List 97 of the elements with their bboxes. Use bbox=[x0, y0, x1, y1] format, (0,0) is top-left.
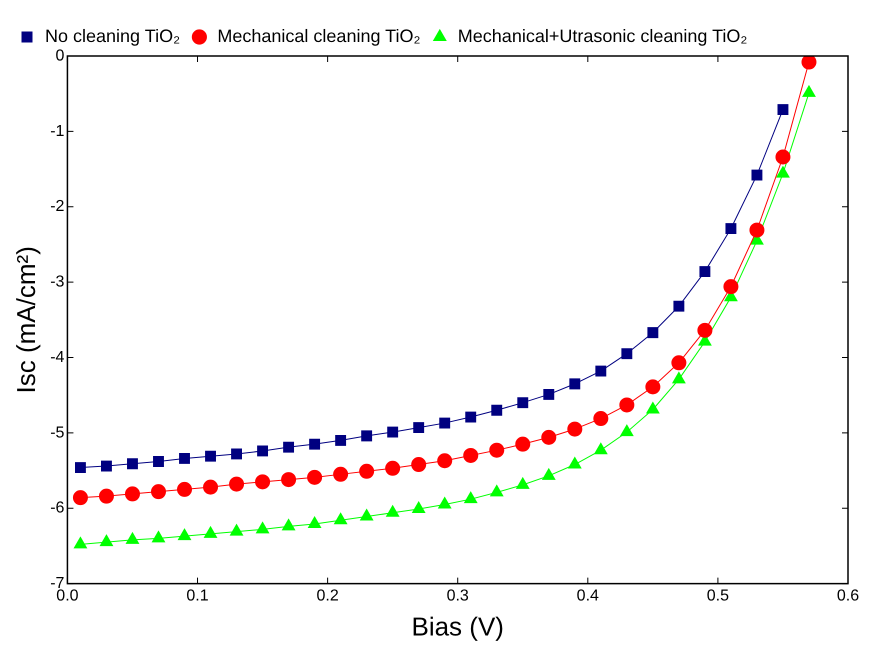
y-tick-label: -1 bbox=[50, 122, 65, 140]
point bbox=[619, 397, 634, 412]
legend-label: No cleaning TiO₂ bbox=[45, 26, 180, 46]
point bbox=[229, 476, 244, 492]
point bbox=[387, 426, 398, 438]
y-tick-label: -4 bbox=[50, 348, 65, 366]
point bbox=[307, 470, 322, 485]
point bbox=[152, 530, 166, 542]
point bbox=[775, 150, 790, 164]
y-tick-label: -5 bbox=[50, 424, 65, 442]
point bbox=[333, 466, 348, 482]
point bbox=[179, 453, 190, 464]
y-tick-label: 0 bbox=[56, 47, 65, 64]
point bbox=[567, 422, 582, 437]
point bbox=[74, 462, 86, 473]
point bbox=[335, 434, 346, 446]
point bbox=[413, 422, 424, 434]
point bbox=[620, 424, 634, 436]
point bbox=[412, 501, 426, 513]
point bbox=[126, 532, 140, 544]
point bbox=[205, 450, 216, 462]
point bbox=[516, 477, 530, 489]
x-tick-label: 0.5 bbox=[706, 588, 730, 605]
legend-label: Mechanical+Utrasonic cleaning TiO₂ bbox=[458, 26, 748, 46]
x-tick-label: 0.1 bbox=[186, 588, 209, 605]
point bbox=[438, 496, 452, 508]
point bbox=[255, 474, 270, 490]
y-axis-title: Isc (mA/cm²) bbox=[10, 246, 41, 394]
point bbox=[542, 468, 556, 480]
point bbox=[101, 460, 112, 472]
point bbox=[386, 505, 400, 517]
x-tick-label: 0.6 bbox=[836, 588, 860, 605]
point bbox=[490, 484, 504, 496]
x-tick-label: 0.2 bbox=[316, 588, 339, 605]
point bbox=[594, 442, 608, 454]
point bbox=[256, 522, 270, 534]
point bbox=[569, 378, 580, 390]
point bbox=[568, 457, 582, 469]
point bbox=[98, 488, 114, 504]
point bbox=[463, 448, 478, 463]
point bbox=[621, 348, 632, 360]
point bbox=[439, 418, 450, 429]
point bbox=[541, 430, 556, 445]
point bbox=[645, 379, 660, 394]
point bbox=[723, 279, 738, 294]
point bbox=[334, 512, 348, 524]
point bbox=[647, 327, 658, 338]
point bbox=[593, 411, 608, 426]
point bbox=[385, 460, 400, 476]
point bbox=[725, 223, 736, 234]
legend-label: Mechanical cleaning TiO₂ bbox=[217, 26, 420, 46]
point bbox=[751, 170, 762, 181]
point bbox=[231, 448, 242, 460]
point bbox=[309, 438, 320, 450]
point bbox=[489, 442, 504, 458]
point bbox=[464, 492, 478, 504]
point bbox=[437, 453, 452, 468]
point bbox=[153, 456, 164, 467]
point bbox=[749, 222, 764, 238]
point bbox=[697, 322, 712, 338]
point bbox=[178, 528, 192, 540]
x-tick-label: 0.4 bbox=[576, 588, 600, 605]
point bbox=[595, 366, 606, 377]
point bbox=[308, 516, 322, 528]
point bbox=[124, 486, 140, 502]
point bbox=[230, 524, 244, 536]
point bbox=[411, 457, 426, 472]
point bbox=[203, 480, 218, 495]
point bbox=[517, 397, 528, 408]
point bbox=[150, 484, 166, 500]
point bbox=[699, 266, 710, 278]
point bbox=[257, 445, 268, 456]
point bbox=[673, 300, 684, 312]
point bbox=[100, 534, 114, 546]
point bbox=[283, 442, 294, 453]
point bbox=[515, 436, 530, 452]
x-tick-label: 0.3 bbox=[446, 588, 469, 605]
point bbox=[360, 509, 374, 521]
point bbox=[801, 56, 816, 70]
point bbox=[465, 412, 476, 422]
point bbox=[177, 482, 192, 497]
y-tick-label: -6 bbox=[50, 500, 65, 517]
point bbox=[281, 472, 296, 488]
point bbox=[671, 355, 686, 370]
x-axis-title: Bias (V) bbox=[411, 612, 504, 642]
point bbox=[74, 536, 87, 548]
point bbox=[127, 458, 138, 470]
point bbox=[491, 404, 502, 416]
point bbox=[361, 430, 372, 442]
point bbox=[778, 104, 788, 115]
point bbox=[204, 526, 218, 538]
point bbox=[359, 464, 374, 479]
point bbox=[72, 490, 88, 506]
y-tick-label: -3 bbox=[50, 274, 65, 291]
y-tick-label: -2 bbox=[50, 198, 65, 216]
point bbox=[543, 388, 554, 400]
point bbox=[282, 518, 296, 530]
